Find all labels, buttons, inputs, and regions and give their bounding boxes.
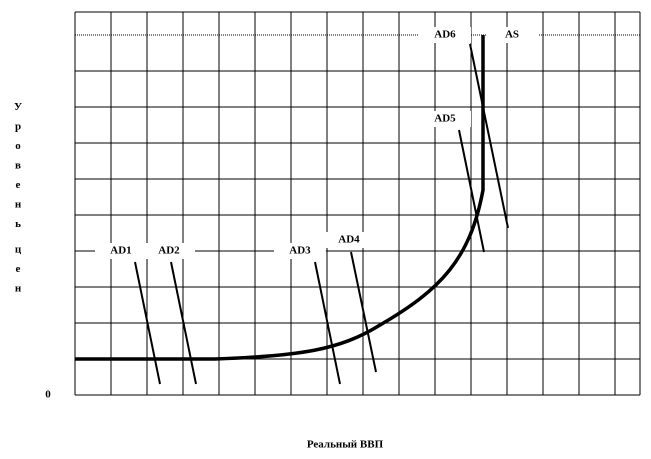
as-curve	[75, 35, 485, 361]
y-label-letter: е	[16, 179, 21, 191]
ad6-line	[469, 43, 509, 229]
ad5-line	[458, 129, 485, 253]
labels: AD1 AD2 AD3 AD4 AD5 AD6 AS	[95, 27, 538, 259]
ad4-line	[350, 251, 377, 373]
y-label-letter: о	[15, 140, 21, 152]
origin-label: 0	[45, 389, 51, 401]
curve-label: AD3	[289, 245, 311, 257]
label-bg	[143, 243, 195, 259]
y-label-letter: н	[15, 198, 22, 210]
curve-label: AD6	[434, 29, 456, 41]
y-label-letter: ь	[15, 218, 21, 230]
y-label-letter: е	[16, 263, 21, 275]
curve-label: AD5	[434, 113, 456, 125]
label-bg	[486, 27, 538, 43]
label-bg	[419, 111, 471, 127]
curve-label: AD2	[158, 245, 180, 257]
y-label-letter: р	[15, 120, 21, 132]
label-bg	[419, 27, 471, 43]
x-axis-label: Реальный ВВП	[307, 439, 384, 451]
label-bg	[323, 232, 375, 248]
label-bg	[95, 243, 147, 259]
ad1-line	[134, 261, 161, 385]
y-label-letter: У	[14, 101, 22, 113]
ad3-line	[314, 261, 341, 385]
label-bg	[274, 243, 326, 259]
y-label-letter: ц	[15, 243, 22, 255]
curve-label: AS	[505, 29, 519, 41]
curve-label: AD4	[338, 234, 360, 246]
y-label-letter: в	[15, 159, 21, 171]
ad2-line	[170, 261, 197, 385]
ad-lines	[134, 43, 509, 385]
grid	[74, 11, 641, 396]
curve-label: AD1	[110, 245, 131, 257]
y-label-letter: н	[15, 282, 22, 294]
